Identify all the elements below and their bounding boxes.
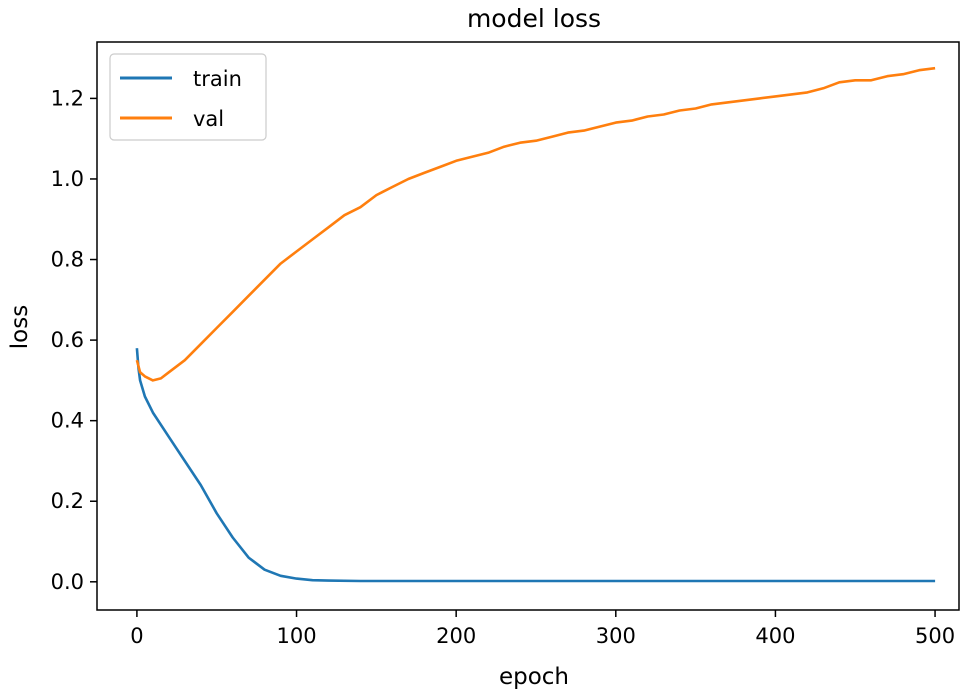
x-tick-label: 100 — [276, 624, 316, 648]
x-tick-label: 200 — [436, 624, 476, 648]
legend-label-val: val — [193, 107, 224, 131]
y-tick-label: 1.2 — [51, 86, 84, 110]
series-line-val — [135, 66, 936, 382]
legend-box — [109, 53, 267, 141]
y-tick-label: 0.6 — [51, 328, 84, 352]
plot-area: 0 100 200 300 400 500 0.0 0.2 0.4 0.6 0.8 1.0 1.2 — [51, 41, 960, 648]
x-axis-ticks: 0 100 200 300 400 500 — [130, 610, 955, 648]
y-tick-label: 1.0 — [51, 167, 84, 191]
legend: train val — [109, 53, 267, 141]
y-tick-label: 0.8 — [51, 248, 84, 272]
x-tick-label: 0 — [130, 624, 143, 648]
x-axis-label: epoch — [499, 664, 569, 690]
chart-title: model loss — [467, 4, 601, 33]
y-tick-label: 0.2 — [51, 489, 84, 513]
series-line-train — [135, 348, 936, 583]
y-axis-ticks: 0.0 0.2 0.4 0.6 0.8 1.0 1.2 — [51, 86, 97, 594]
x-tick-label: 500 — [915, 624, 955, 648]
y-axis-label: loss — [7, 305, 33, 349]
series-lines — [135, 66, 936, 583]
x-tick-label: 400 — [755, 624, 795, 648]
y-tick-label: 0.4 — [51, 409, 84, 433]
x-tick-label: 300 — [596, 624, 636, 648]
legend-label-train: train — [193, 67, 242, 91]
axes-frame — [96, 41, 960, 611]
y-tick-label: 0.0 — [51, 570, 84, 594]
